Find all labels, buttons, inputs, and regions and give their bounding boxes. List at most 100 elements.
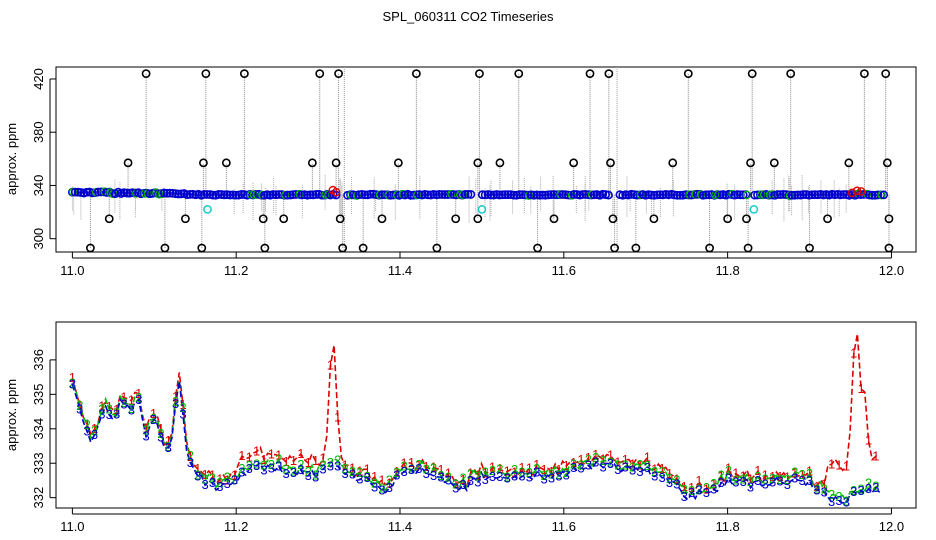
outlier-point bbox=[514, 69, 524, 79]
series-marker-3: 3 bbox=[356, 472, 363, 487]
series-marker-2: 2 bbox=[496, 462, 503, 477]
series-marker-2: 2 bbox=[364, 469, 371, 484]
series-marker-1: 1 bbox=[791, 465, 798, 480]
series-marker-2: 2 bbox=[813, 482, 820, 497]
series-marker-1: 1 bbox=[725, 460, 732, 475]
series-marker-1: 1 bbox=[629, 457, 636, 472]
series-marker-2: 2 bbox=[835, 489, 842, 504]
series-marker-1: 1 bbox=[157, 421, 164, 436]
series-marker-2: 2 bbox=[695, 482, 702, 497]
series-marker-1: 1 bbox=[165, 433, 172, 448]
series-marker-3: 3 bbox=[496, 469, 503, 484]
axes-top: 11.0 11.2 11.4 11.6 11.8 12.0 300 340 380 420 bbox=[31, 68, 904, 278]
series-marker-2: 2 bbox=[445, 470, 452, 485]
series-marker-1: 1 bbox=[872, 448, 879, 463]
series-marker-3: 3 bbox=[600, 460, 607, 475]
series-marker-1: 1 bbox=[268, 446, 275, 461]
outlier-point bbox=[201, 69, 211, 79]
bottom-y-tick-label: 334 bbox=[31, 418, 46, 440]
series-marker-2: 2 bbox=[681, 482, 688, 497]
top-x-tick-label: 11.6 bbox=[552, 263, 576, 278]
baseline-point bbox=[409, 190, 418, 200]
baseline-point bbox=[738, 190, 748, 200]
series-marker-1: 1 bbox=[813, 479, 820, 494]
series-marker-2: 2 bbox=[356, 465, 363, 480]
series-marker-1: 1 bbox=[835, 457, 842, 472]
baseline-point bbox=[704, 190, 714, 200]
series-marker-3: 3 bbox=[98, 407, 105, 422]
series-marker-3: 3 bbox=[423, 466, 430, 481]
series-marker-1: 1 bbox=[400, 455, 407, 470]
series-marker-3: 3 bbox=[179, 406, 186, 421]
series-marker-3: 3 bbox=[290, 465, 297, 480]
baseline-point bbox=[96, 187, 106, 197]
baseline-point bbox=[437, 190, 447, 199]
series-marker-2: 2 bbox=[776, 472, 783, 487]
outlier-point bbox=[160, 243, 170, 253]
outlier-point bbox=[315, 69, 325, 79]
series-marker-1: 1 bbox=[843, 459, 850, 474]
series-marker-2: 2 bbox=[76, 398, 83, 413]
series-marker-1: 1 bbox=[548, 464, 555, 479]
series-marker-3: 3 bbox=[791, 471, 798, 486]
outlier-point bbox=[743, 243, 753, 253]
series-marker-2: 2 bbox=[135, 390, 142, 405]
series-marker-2: 2 bbox=[865, 476, 872, 491]
outlier-point bbox=[844, 158, 854, 168]
series-marker-3: 3 bbox=[644, 460, 651, 475]
series-marker-1: 1 bbox=[740, 469, 747, 484]
series-marker-1: 1 bbox=[585, 450, 592, 465]
series-marker-2: 2 bbox=[84, 417, 91, 432]
series-marker-3: 3 bbox=[526, 469, 533, 484]
series-marker-2: 2 bbox=[511, 462, 518, 477]
series-marker-1: 1 bbox=[600, 452, 607, 467]
series-marker-2: 2 bbox=[489, 463, 496, 478]
series-marker-1: 1 bbox=[703, 481, 710, 496]
bottom-y-tick-label: 336 bbox=[31, 349, 46, 371]
series-marker-1: 1 bbox=[305, 455, 312, 470]
outlier-point bbox=[549, 214, 559, 224]
outlier-point bbox=[860, 69, 869, 79]
series-marker-2: 2 bbox=[858, 481, 865, 496]
series-marker-2: 2 bbox=[843, 494, 850, 509]
baseline-point bbox=[798, 190, 808, 199]
series-marker-1: 1 bbox=[614, 454, 621, 469]
outlier-point bbox=[884, 214, 894, 224]
series-marker-2: 2 bbox=[386, 473, 393, 488]
series-marker-1: 1 bbox=[459, 472, 466, 487]
series-marker-3: 3 bbox=[157, 430, 164, 445]
chart-title: SPL_060311 CO2 Timeseries bbox=[382, 9, 554, 24]
outlier-point bbox=[141, 69, 151, 79]
series-marker-3: 3 bbox=[283, 466, 290, 481]
series-marker-1: 1 bbox=[474, 467, 481, 482]
series-marker-3: 3 bbox=[113, 407, 120, 422]
series-marker-1: 1 bbox=[526, 461, 533, 476]
series-marker-2: 2 bbox=[658, 464, 665, 479]
series-marker-2: 2 bbox=[806, 466, 813, 481]
baseline-point bbox=[753, 190, 762, 200]
series-marker-2: 2 bbox=[791, 465, 798, 480]
baseline-point bbox=[225, 190, 235, 200]
series-marker-3: 3 bbox=[246, 461, 253, 476]
series-marker-2: 2 bbox=[577, 457, 584, 472]
series-marker-3: 3 bbox=[658, 470, 665, 485]
series-marker-1: 1 bbox=[349, 460, 356, 475]
series-marker-1: 1 bbox=[806, 463, 813, 478]
series-marker-3: 3 bbox=[260, 462, 267, 477]
series-marker-1: 1 bbox=[231, 468, 238, 483]
series-marker-3: 3 bbox=[622, 459, 629, 474]
series-marker-3: 3 bbox=[850, 484, 857, 499]
series-marker-3: 3 bbox=[430, 468, 437, 483]
series-marker-2: 2 bbox=[142, 422, 149, 437]
outlier-point bbox=[608, 214, 618, 224]
series-marker-2: 2 bbox=[253, 457, 260, 472]
series-marker-1: 1 bbox=[445, 465, 452, 480]
series-marker-3: 3 bbox=[253, 458, 260, 473]
series-marker-2: 2 bbox=[725, 463, 732, 478]
series-marker-2: 2 bbox=[165, 439, 172, 454]
outlier-point bbox=[334, 69, 343, 79]
cyan-point bbox=[477, 205, 487, 214]
outlier-point bbox=[606, 158, 615, 168]
series-marker-1: 1 bbox=[283, 454, 290, 469]
